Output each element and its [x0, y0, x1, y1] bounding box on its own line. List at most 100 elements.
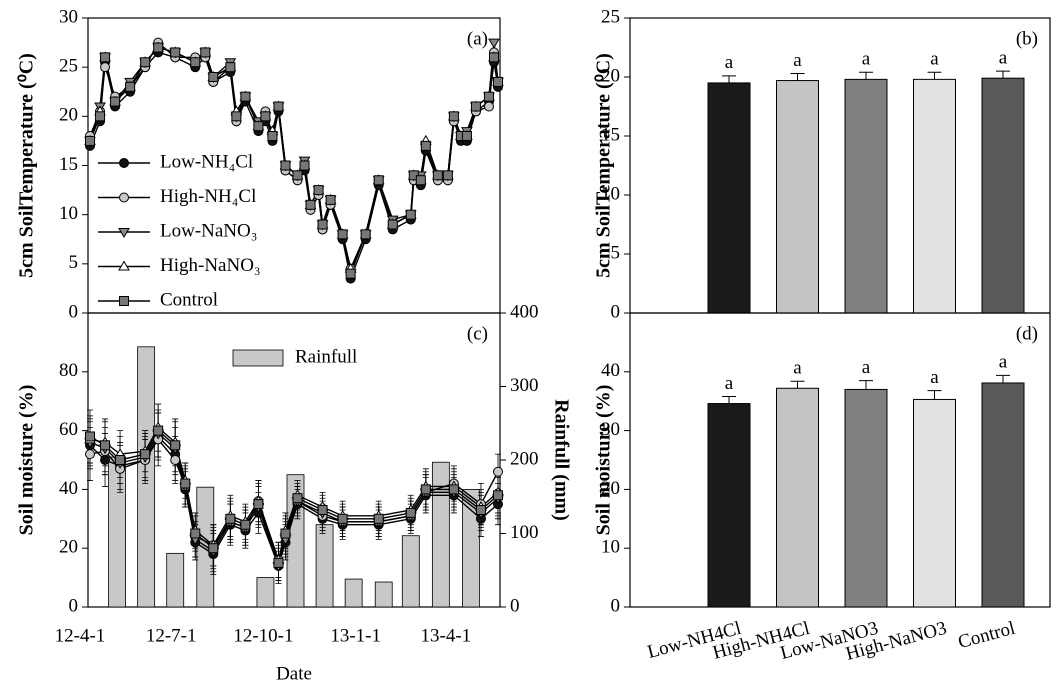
y-tick-label: 15 [601, 124, 620, 145]
y-tick-label: 15 [59, 154, 78, 175]
marker [492, 76, 503, 87]
marker [100, 455, 111, 465]
rain-bar [431, 461, 450, 608]
marker [110, 96, 121, 107]
y-tick-label: 10 [601, 537, 620, 558]
marker [231, 111, 242, 122]
marker [85, 135, 96, 146]
marker [170, 440, 181, 451]
error-bar [790, 72, 805, 81]
marker [387, 219, 398, 230]
y-tick-label: 10 [601, 183, 620, 204]
marker [140, 449, 151, 460]
marker [492, 466, 503, 477]
significance-letter: a [930, 367, 939, 388]
bar [707, 403, 751, 608]
marker [292, 170, 303, 181]
error-bar [722, 395, 736, 404]
marker [100, 62, 111, 73]
marker [240, 91, 251, 102]
y-tick-label: 0 [611, 595, 621, 616]
marker [118, 228, 130, 238]
rain-bar [315, 524, 334, 608]
significance-letter: a [862, 49, 871, 70]
marker [170, 47, 181, 58]
error-bar [790, 380, 805, 389]
marker [470, 101, 481, 112]
y-axis-label: 5cm SoilTemperature (⁰C) [16, 53, 38, 278]
marker [119, 192, 129, 203]
error-bar [996, 374, 1010, 383]
marker [317, 504, 328, 515]
marker [475, 504, 486, 515]
marker [337, 229, 348, 240]
y-tick-label: 60 [59, 419, 78, 440]
marker [325, 194, 336, 205]
marker [240, 519, 251, 530]
rain-bar [108, 456, 126, 608]
marker [420, 484, 431, 495]
marker [345, 268, 356, 279]
marker [180, 478, 191, 489]
marker [115, 455, 126, 465]
bar [776, 387, 819, 608]
marker [253, 121, 264, 132]
marker [119, 296, 129, 306]
y2-tick-label: 0 [510, 595, 520, 616]
y-tick-label: 5 [69, 252, 79, 273]
series-line [89, 46, 499, 271]
x-tick-label: 13-4-1 [421, 625, 472, 646]
x-axis-label: Date [276, 663, 312, 684]
x-tick-label: 12-7-1 [146, 625, 197, 646]
legend-label: High-NH₄Cl [160, 186, 256, 207]
legend-label: Low-NaNO₃ [160, 220, 257, 241]
marker [260, 111, 271, 122]
marker [420, 140, 431, 151]
bar [776, 80, 819, 314]
error-bar [927, 71, 942, 80]
y-tick-label: 30 [601, 419, 620, 440]
marker [305, 199, 316, 210]
legend-label: High-NaNO₃ [160, 255, 261, 276]
marker [492, 490, 503, 501]
y-tick-label: 0 [611, 301, 621, 322]
marker [225, 62, 236, 73]
marker [190, 57, 201, 68]
marker [153, 42, 164, 53]
marker [280, 160, 291, 171]
marker [442, 170, 453, 181]
marker [373, 175, 384, 186]
legend-swatch [232, 349, 284, 367]
y2-tick-label: 300 [510, 375, 539, 396]
marker [405, 507, 416, 518]
bar [844, 78, 888, 314]
marker [360, 229, 371, 240]
marker [208, 543, 219, 554]
panel-label: (c) [467, 323, 488, 344]
y-tick-label: 20 [601, 478, 620, 499]
y-tick-label: 20 [59, 537, 78, 558]
marker [313, 185, 324, 196]
x-tick-label: 12-4-1 [55, 625, 106, 646]
rain-bar [462, 488, 480, 608]
marker [273, 101, 284, 112]
rain-bar [256, 577, 275, 608]
x-tick-label: Control [956, 618, 1018, 653]
marker [448, 484, 459, 495]
marker [100, 52, 111, 63]
bar [913, 398, 956, 608]
marker [273, 557, 284, 568]
y2-tick-label: 200 [510, 448, 539, 469]
marker [405, 209, 416, 220]
y-axis-label: 5cm SoilTemperature (⁰C) [593, 53, 615, 278]
y-tick-label: 40 [601, 360, 620, 381]
significance-letter: a [725, 373, 734, 394]
marker [85, 449, 96, 460]
marker [140, 57, 151, 68]
significance-letter: a [725, 52, 734, 73]
marker [153, 425, 164, 436]
marker [299, 160, 310, 171]
bar [707, 82, 751, 314]
marker [373, 513, 384, 524]
